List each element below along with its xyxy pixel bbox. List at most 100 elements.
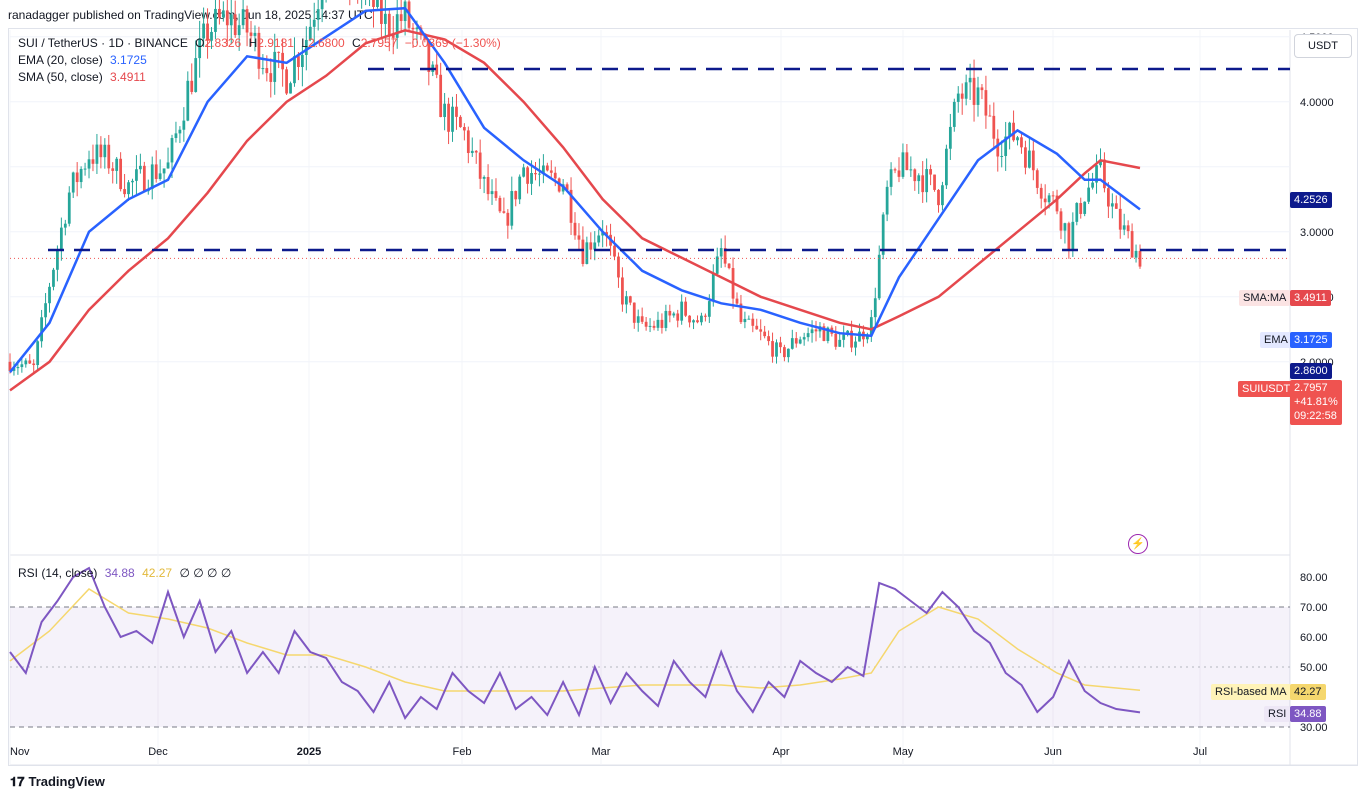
candle-body	[700, 315, 703, 323]
candle-body	[707, 301, 711, 317]
candle-body	[12, 368, 16, 371]
candle-body	[48, 286, 51, 304]
time-tick-label: Jun	[1044, 746, 1062, 758]
candle-body	[885, 186, 889, 215]
lightning-icon[interactable]: ⚡	[1128, 534, 1148, 554]
candle-body	[624, 296, 628, 305]
candle-body	[648, 325, 652, 327]
last-price: 2.7957	[1294, 382, 1328, 394]
sma-value: 3.4911	[110, 70, 146, 84]
ema-name-tag: EMA	[1260, 332, 1292, 348]
rsi-ma-name-tag: RSI-based MA	[1211, 684, 1291, 700]
candle-body	[36, 341, 40, 366]
ema-legend[interactable]: EMA (20, close) 3.1725	[18, 53, 151, 67]
candle-body	[293, 56, 296, 84]
candle-body	[569, 189, 573, 223]
candle-body	[154, 164, 158, 179]
rsi-name-tag: RSI	[1264, 706, 1291, 722]
candle-body	[814, 329, 818, 332]
candle-body	[1083, 201, 1087, 214]
candle-body	[1126, 225, 1130, 232]
candle-body	[52, 269, 55, 287]
candle-body	[308, 26, 312, 40]
tradingview-logo[interactable]: 𝟏𝟕 TradingView	[10, 774, 105, 790]
candle-body	[8, 361, 12, 371]
candle-body	[585, 242, 589, 264]
price-tick-label: 4.0000	[1300, 97, 1334, 109]
candle-body	[692, 320, 695, 323]
candle-body	[273, 51, 277, 82]
rsi-tick-label: 30.00	[1300, 722, 1328, 734]
time-tick-label: Feb	[453, 746, 472, 758]
candle-body	[233, 14, 237, 36]
high-value: 2.9181	[257, 36, 294, 50]
candle-body	[391, 34, 395, 38]
candle-body	[790, 338, 794, 349]
sma-legend[interactable]: SMA (50, close) 3.4911	[18, 70, 150, 84]
candle-body	[1059, 211, 1063, 231]
candle-body	[91, 159, 95, 164]
candle-body	[605, 232, 608, 235]
candle-body	[530, 173, 533, 184]
candle-body	[462, 127, 466, 131]
resistance-price-label: 4.2526	[1290, 192, 1332, 208]
candle-body	[71, 172, 75, 193]
candle-body	[1031, 150, 1035, 171]
last-pct: +41.81%	[1294, 396, 1338, 408]
candle-body	[929, 169, 932, 175]
last-price-box: 2.7957 +41.81% 09:22:58	[1290, 380, 1342, 425]
change-value: −0.0369 (−1.30%)	[404, 36, 501, 50]
time-tick-label: May	[893, 746, 914, 758]
candle-body	[933, 174, 936, 190]
candle-body	[139, 165, 142, 170]
candle-body	[1055, 195, 1059, 212]
publish-bar: ranadagger published on TradingView.com,…	[0, 0, 1367, 28]
candle-body	[668, 310, 672, 316]
sma-name-tag: SMA:MA	[1239, 290, 1291, 306]
candle-body	[387, 13, 391, 35]
candle-body	[711, 273, 715, 302]
sma-price-label: 3.4911	[1290, 290, 1331, 306]
candle-body	[542, 165, 545, 174]
candle-body	[131, 180, 134, 183]
sma-50-line	[9, 29, 1141, 392]
bar-countdown: 09:22:58	[1294, 410, 1337, 422]
candle-body	[565, 184, 569, 190]
symbol-name-tag: SUIUSDT	[1238, 381, 1295, 397]
time-tick-label: Jul	[1193, 746, 1207, 758]
symbol-name[interactable]: SUI / TetherUS · 1D · BINANCE	[18, 36, 188, 50]
candle-body	[261, 68, 265, 70]
candle-body	[704, 315, 707, 317]
open-label: O	[195, 36, 205, 50]
candle-body	[968, 77, 972, 83]
currency-unit-button[interactable]: USDT	[1294, 34, 1352, 58]
candle-body	[289, 83, 292, 94]
candle-body	[1012, 122, 1015, 141]
candle-body	[988, 115, 992, 117]
rsi-ma-price-label: 42.27	[1290, 684, 1326, 700]
candle-body	[925, 169, 929, 193]
symbol-legend: SUI / TetherUS · 1D · BINANCE O2.8326 H2…	[18, 36, 505, 50]
candle-body	[411, 27, 415, 30]
candle-body	[506, 212, 510, 226]
candle-body	[451, 106, 454, 132]
candle-body	[905, 152, 909, 171]
rsi-legend[interactable]: RSI (14, close) 34.88 42.27 ∅ ∅ ∅ ∅	[18, 566, 235, 580]
ema-value: 3.1725	[110, 53, 147, 67]
candle-body	[834, 333, 838, 347]
candle-body	[1027, 150, 1031, 168]
candle-body	[719, 248, 723, 257]
candle-body	[269, 73, 273, 82]
candle-body	[297, 56, 300, 68]
candle-body	[56, 249, 59, 270]
candle-body	[865, 335, 869, 340]
candle-body	[44, 303, 47, 318]
tv-logo-icon: 𝟏𝟕	[10, 774, 25, 789]
candle-body	[964, 82, 968, 99]
candle-body	[534, 173, 537, 175]
rsi-line	[9, 566, 1141, 720]
candle-body	[142, 165, 146, 192]
candle-body	[664, 310, 668, 328]
candle-body	[1122, 225, 1126, 230]
